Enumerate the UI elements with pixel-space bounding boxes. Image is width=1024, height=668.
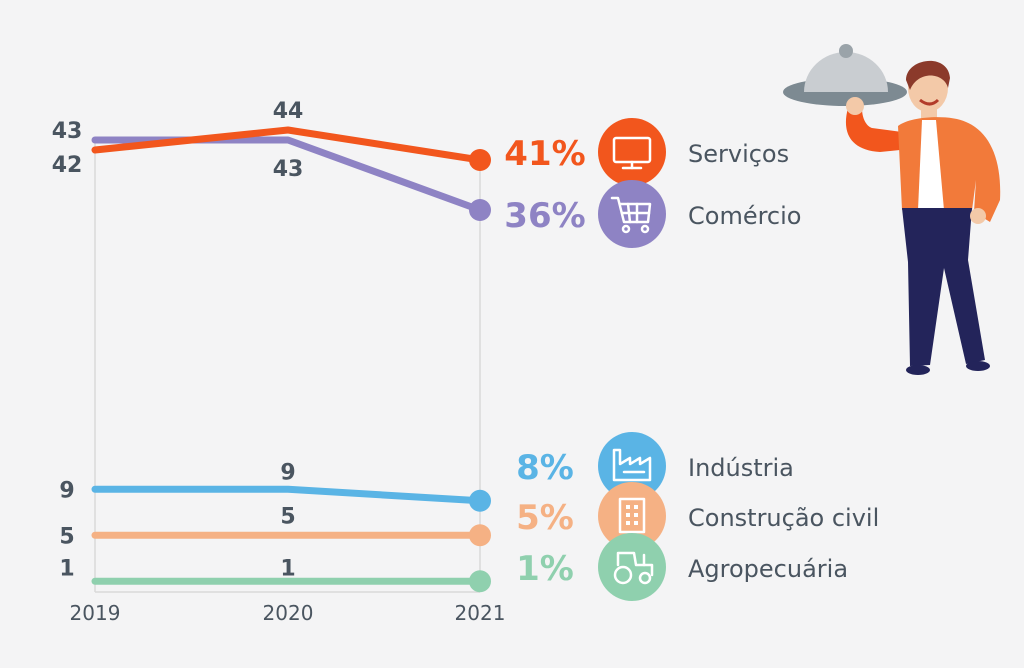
value-label-8: 1 bbox=[59, 556, 74, 581]
series-line-0 bbox=[91, 126, 484, 164]
value-label-4: 9 bbox=[59, 478, 74, 503]
series-line-2 bbox=[91, 485, 484, 505]
value-label-7: 5 bbox=[280, 504, 295, 529]
series-end-point-4 bbox=[469, 570, 491, 593]
waiter-hand-left bbox=[970, 208, 986, 224]
waiter-hand bbox=[846, 97, 864, 115]
legend-label-1: Comércio bbox=[688, 202, 801, 230]
labels-layer: 43 42 44 43 9 9 5 5 1 1 bbox=[52, 99, 304, 581]
end-value-label-4: 1% bbox=[516, 549, 574, 589]
legend-label-3: Construção civil bbox=[688, 504, 879, 532]
series-end-point-3 bbox=[469, 524, 491, 547]
factory-icon bbox=[598, 432, 666, 500]
waiter-shoe-left bbox=[906, 365, 930, 375]
legend-label-2: Indústria bbox=[688, 454, 794, 482]
waiter-shoe-right bbox=[966, 361, 990, 371]
legend-label-4: Agropecuária bbox=[688, 555, 848, 583]
series-end-point-0 bbox=[469, 149, 491, 171]
waiter-shirt bbox=[918, 120, 944, 210]
end-value-label-1: 36% bbox=[504, 196, 585, 236]
series-layer bbox=[91, 126, 491, 593]
shopping-cart-icon bbox=[598, 180, 666, 248]
series-end-point-2 bbox=[469, 489, 491, 512]
waiter-jacket bbox=[898, 117, 1001, 222]
x-ticks: 2019 2020 2021 bbox=[70, 601, 506, 625]
waiter-arm bbox=[845, 108, 902, 152]
x-tick-label-1: 2020 bbox=[263, 601, 314, 625]
legend-label-0: Serviços bbox=[688, 140, 789, 168]
end-value-label-0: 41% bbox=[504, 134, 585, 174]
value-label-1: 42 bbox=[52, 153, 83, 178]
waiter-smile bbox=[919, 98, 940, 106]
value-label-5: 9 bbox=[280, 460, 295, 485]
waiter-pants bbox=[902, 208, 985, 366]
series-end-point-1 bbox=[469, 199, 491, 221]
value-label-0: 43 bbox=[52, 119, 83, 144]
x-tick-label-2: 2021 bbox=[455, 601, 506, 625]
value-label-3: 43 bbox=[273, 157, 304, 182]
tractor-icon bbox=[598, 533, 666, 601]
waiter-illustration bbox=[783, 44, 1001, 375]
value-label-6: 5 bbox=[59, 524, 74, 549]
axes bbox=[94, 140, 481, 593]
value-label-9: 1 bbox=[280, 556, 295, 581]
legend: 41% Serviços 36% Comércio 8% Indústria 5% Const… bbox=[504, 118, 879, 601]
monitor-icon bbox=[598, 118, 666, 186]
value-label-2: 44 bbox=[273, 99, 304, 124]
cloche-shape bbox=[804, 52, 888, 92]
end-value-label-3: 5% bbox=[516, 498, 574, 538]
cloche-knob bbox=[839, 44, 853, 58]
waiter-hair bbox=[906, 60, 950, 90]
end-value-label-2: 8% bbox=[516, 448, 574, 488]
x-tick-label-0: 2019 bbox=[70, 601, 121, 625]
building-icon bbox=[598, 482, 666, 550]
